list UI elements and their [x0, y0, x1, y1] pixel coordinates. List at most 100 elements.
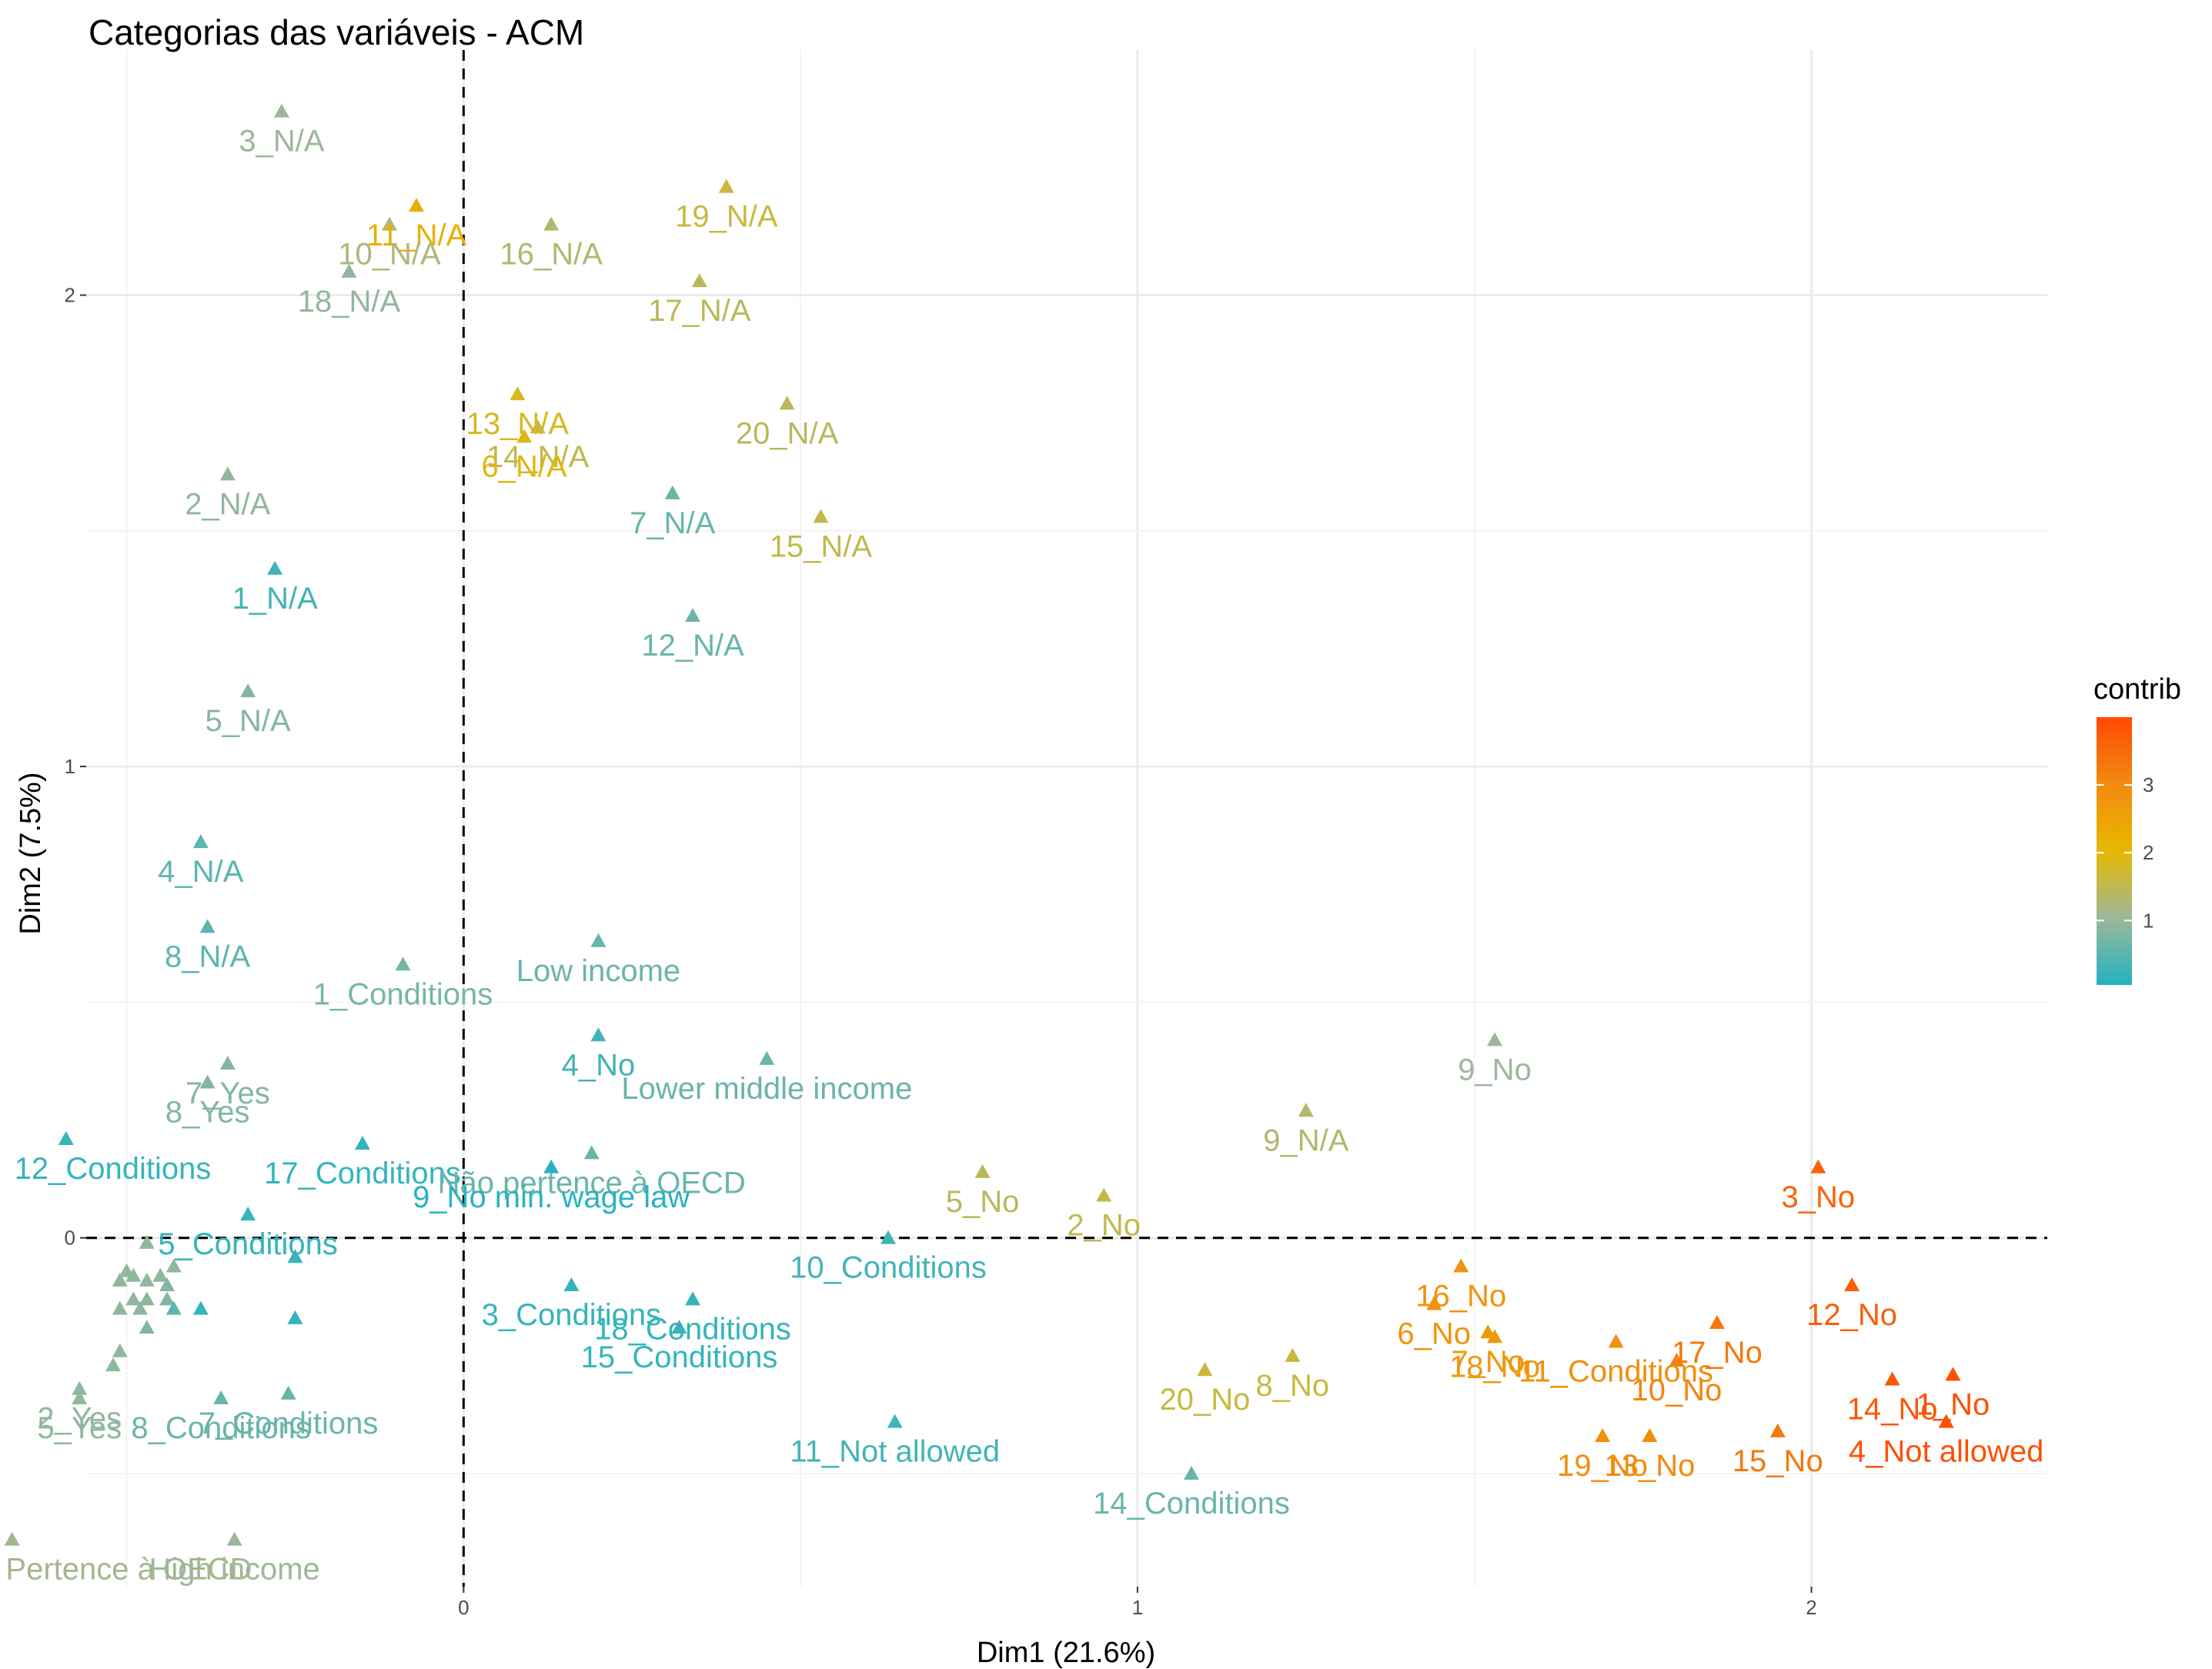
point-label: 6_N/A: [482, 449, 567, 483]
data-point: [192, 834, 209, 849]
data-point: [1183, 1465, 1199, 1480]
data-point: [112, 1343, 128, 1357]
y-tick-label: 0: [65, 1227, 75, 1250]
point-label: 8_Yes: [165, 1096, 250, 1130]
point-label: 14_No: [1847, 1392, 1938, 1426]
data-point: [132, 1300, 149, 1315]
data-point: [779, 396, 795, 410]
data-point: [159, 1277, 175, 1291]
legend-colorbar: [2097, 717, 2132, 985]
data-point: [139, 1234, 155, 1249]
point-label: Não pertence à OECD: [438, 1166, 746, 1200]
data-point: [125, 1291, 142, 1306]
data-point: [813, 509, 829, 523]
data-point: [280, 1385, 296, 1400]
point-label: 18_No: [1449, 1350, 1540, 1384]
labels-layer: 3_N/A11_N/A10_N/A18_N/A19_N/A16_N/A17_N/…: [5, 125, 2043, 1587]
point-label: High income: [149, 1553, 319, 1587]
data-point: [590, 1027, 606, 1042]
data-point: [1096, 1187, 1112, 1202]
data-point: [880, 1230, 896, 1244]
data-point: [887, 1414, 903, 1428]
point-label: 11_N/A: [366, 219, 467, 252]
y-tick-label: 1: [65, 755, 75, 778]
data-point: [112, 1300, 128, 1315]
data-point: [1298, 1103, 1314, 1117]
data-point: [718, 179, 734, 193]
data-point: [1426, 1296, 1442, 1310]
data-point: [395, 956, 411, 971]
point-label: 9_No: [1458, 1053, 1532, 1087]
point-label: 19_N/A: [675, 200, 778, 234]
point-label: 5_N/A: [205, 704, 291, 738]
point-label: 1_N/A: [232, 582, 318, 616]
data-point: [72, 1380, 88, 1395]
data-point: [354, 1136, 370, 1150]
point-label: 5_Conditions: [158, 1227, 338, 1261]
point-label: 4_N/A: [158, 855, 243, 889]
y-axis-title: Dim2 (7.5%): [15, 772, 47, 934]
point-label: 3_Conditions: [482, 1298, 662, 1332]
data-point: [240, 683, 256, 698]
point-label: 10_No: [1631, 1374, 1722, 1407]
data-point: [219, 466, 236, 481]
point-label: 4_No: [562, 1048, 636, 1082]
data-point: [1709, 1314, 1725, 1329]
data-point: [139, 1320, 155, 1334]
data-point: [341, 263, 357, 278]
data-point: [664, 485, 680, 499]
data-point: [287, 1249, 303, 1263]
x-tick-label: 0: [458, 1596, 469, 1619]
point-label: 8_No: [1256, 1369, 1330, 1403]
data-point: [759, 1050, 775, 1065]
data-point: [1197, 1362, 1213, 1377]
point-label: Pertence à OECD: [5, 1553, 252, 1587]
data-point: [267, 560, 283, 575]
x-tick-label: 1: [1132, 1596, 1143, 1619]
data-point: [240, 1207, 256, 1221]
point-label: 3_N/A: [239, 125, 324, 159]
point-label: 15_N/A: [770, 529, 873, 563]
data-point: [590, 933, 606, 947]
data-point: [409, 198, 425, 212]
point-label: Low income: [516, 954, 680, 988]
point-label: 2_No: [1067, 1209, 1141, 1243]
data-point: [165, 1300, 182, 1315]
point-label: 9_No min. wage law: [413, 1180, 690, 1214]
data-point: [563, 1277, 580, 1291]
data-point: [287, 1310, 303, 1324]
point-label: Lower middle income: [621, 1072, 912, 1106]
data-point: [685, 1291, 701, 1306]
data-point: [273, 103, 289, 118]
data-point: [165, 1258, 182, 1273]
points-layer: [4, 103, 1961, 1546]
data-point: [105, 1357, 122, 1372]
x-tick-label: 2: [1806, 1596, 1816, 1619]
point-label: 7_N/A: [630, 506, 715, 540]
data-point: [1642, 1427, 1658, 1442]
point-label: 5_No: [946, 1185, 1020, 1219]
data-point: [125, 1267, 142, 1282]
data-point: [159, 1291, 175, 1306]
data-point: [510, 386, 526, 401]
data-point: [72, 1390, 88, 1404]
point-label: 15_Conditions: [581, 1340, 778, 1374]
point-label: 13_N/A: [466, 407, 570, 441]
point-label: 8_N/A: [165, 940, 250, 973]
data-point: [139, 1272, 155, 1287]
data-point: [226, 1531, 242, 1546]
data-point: [1810, 1159, 1826, 1173]
data-point: [691, 273, 707, 288]
data-point: [1487, 1329, 1503, 1344]
point-label: 1_Conditions: [313, 977, 493, 1011]
point-label: 14_Conditions: [1093, 1487, 1290, 1520]
point-label: 20_No: [1160, 1383, 1251, 1417]
point-label: 7_Conditions: [199, 1407, 379, 1440]
reference-lines: [86, 50, 2047, 1587]
data-point: [1595, 1427, 1611, 1442]
legend: contrib 1 2 3: [2093, 673, 2181, 985]
point-label: 4_Not allowed: [1849, 1435, 2044, 1469]
data-point: [382, 216, 398, 231]
